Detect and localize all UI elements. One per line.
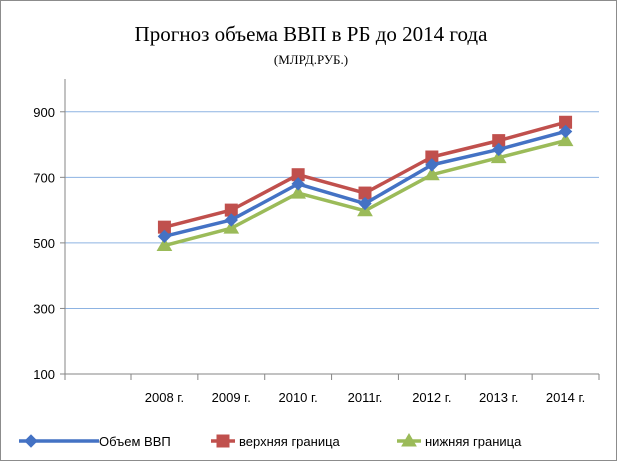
- legend-item: нижняя граница: [397, 433, 522, 449]
- y-tick-label: 900: [33, 105, 55, 120]
- chart-title: Прогноз объема ВВП в РБ до 2014 года: [135, 22, 489, 46]
- data-point: [425, 158, 439, 172]
- series-2: [156, 132, 574, 252]
- tick-labels: 100 300 500 700 900 2008 г. 2009 г. 2010 г. 2011…: [33, 105, 585, 405]
- chart-subtitle: (МЛРД.РУБ.): [274, 52, 348, 67]
- y-tick-label: 700: [33, 170, 55, 185]
- x-tick-label: 2012 г.: [412, 390, 451, 405]
- legend-marker: [401, 433, 417, 447]
- y-tick-label: 300: [33, 301, 55, 316]
- gridlines: [65, 111, 599, 309]
- x-tick-label: 2013 г.: [479, 390, 518, 405]
- data-point: [291, 177, 305, 191]
- series-line: [164, 129, 567, 239]
- legend-item: верхняя граница: [211, 434, 341, 449]
- x-tick-label: 2008 г.: [145, 390, 184, 405]
- axes: [60, 79, 600, 380]
- data-point: [223, 220, 240, 234]
- data-point: [557, 132, 574, 147]
- legend-marker: [216, 434, 230, 448]
- data-point: [423, 166, 440, 181]
- data-point: [156, 237, 173, 252]
- x-tick-label: 2009 г.: [212, 390, 251, 405]
- legend-label: верхняя граница: [239, 434, 341, 449]
- legend-label: Объем ВВП: [99, 434, 171, 449]
- legend: Объем ВВП верхняя граница нижняя граница: [19, 433, 522, 449]
- data-point: [224, 213, 238, 227]
- data-point: [157, 229, 172, 244]
- data-point: [358, 196, 372, 211]
- legend-label: нижняя граница: [425, 434, 522, 449]
- series-lines: [156, 115, 574, 252]
- x-tick-label: 2010 г.: [278, 390, 317, 405]
- y-tick-label: 500: [33, 236, 55, 251]
- data-point: [490, 149, 507, 164]
- data-point: [558, 124, 573, 139]
- legend-marker: [24, 434, 38, 448]
- x-tick-label: 2014 г.: [546, 390, 585, 405]
- data-point: [290, 185, 307, 199]
- x-tick-label: 2011г.: [348, 390, 383, 405]
- data-point: [492, 142, 506, 157]
- legend-item: Объем ВВП: [19, 434, 171, 449]
- y-tick-label: 100: [33, 367, 55, 382]
- series-0: [157, 124, 573, 244]
